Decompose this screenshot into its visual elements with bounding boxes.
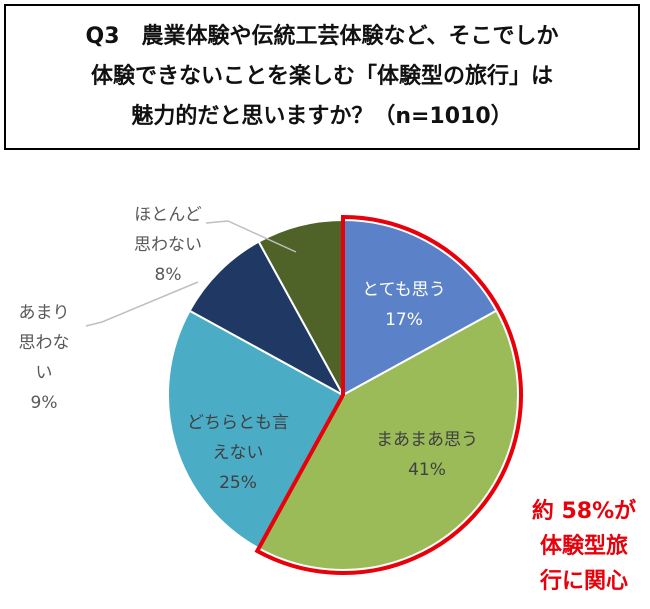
pie-slices xyxy=(167,218,519,571)
question-title: Q3 農業体験や伝統工芸体験など、そこでしか 体験できないことを楽しむ「体験型の… xyxy=(86,17,559,137)
slice-category-label-4: い xyxy=(36,363,53,383)
slice-labels: とても思う17%まあまあ思う41%どちらとも言えない25%あまり思わない9%ほと… xyxy=(19,205,479,493)
slice-category-label-3: どちらとも言 xyxy=(187,413,289,433)
pie-slice-4 xyxy=(188,240,346,398)
pie-slice-2 xyxy=(257,309,519,571)
question-line-2: 体験できないことを楽しむ「体験型の旅行」は xyxy=(90,64,553,89)
leader-line-4 xyxy=(85,281,199,327)
leader-line-5 xyxy=(205,220,297,253)
slice-category-label-5: 思わない xyxy=(134,235,202,255)
slice-category-label-5: ほとんど xyxy=(134,205,202,225)
callout-line-3: 行に関心 xyxy=(539,569,628,594)
pie-slice-1 xyxy=(342,218,498,397)
pie-slice-3 xyxy=(167,309,345,550)
callout-line-2: 体験型旅 xyxy=(539,534,628,559)
question-line-3: 魅力的だと思いますか？（n=1010） xyxy=(131,104,513,129)
slice-value-label-3: 25% xyxy=(219,473,257,493)
slice-value-label-5: 8% xyxy=(155,265,182,285)
question-box: Q3 農業体験や伝統工芸体験など、そこでしか 体験できないことを楽しむ「体験型の… xyxy=(4,4,640,150)
question-line-1: Q3 農業体験や伝統工芸体験など、そこでしか xyxy=(85,24,559,49)
highlight-outline xyxy=(254,214,523,575)
slice-category-label-4: あまり xyxy=(19,303,70,323)
slice-value-label-2: 41% xyxy=(408,460,446,480)
slice-category-label-4: 思わな xyxy=(19,333,70,353)
slice-value-label-4: 9% xyxy=(31,393,58,413)
slice-category-label-2: まあまあ思う xyxy=(376,430,478,450)
slice-category-label-1: とても思う xyxy=(362,280,446,300)
callout-annotation: 約 58%が 体験型旅 行に関心 xyxy=(520,494,648,599)
callout-line-1: 約 58%が xyxy=(531,499,637,524)
leader-lines xyxy=(85,220,297,327)
slice-value-label-1: 17% xyxy=(385,310,423,330)
slice-category-label-3: えない xyxy=(213,443,264,463)
